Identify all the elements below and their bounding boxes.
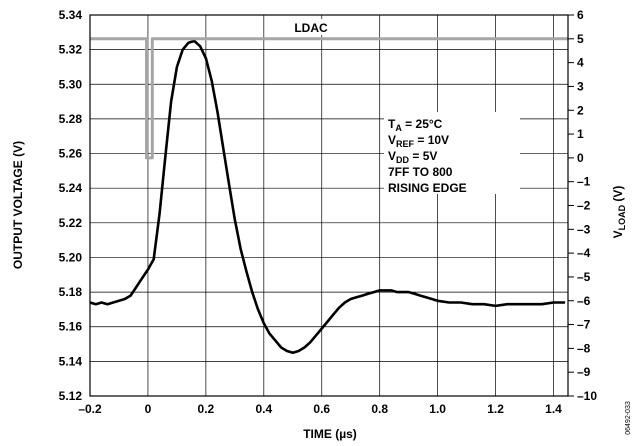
x-axis-label: TIME (µs): [303, 427, 357, 441]
x-tick-label: 0: [145, 402, 152, 416]
y-axis-right-label-main: V: [611, 230, 625, 238]
x-tick-label: 1.0: [429, 402, 446, 416]
condition-rest: = 10V: [414, 133, 449, 147]
condition-line: VREF = 10V: [388, 133, 449, 149]
y-left-tick-label: 5.26: [59, 147, 83, 161]
y-left-tick-label: 5.24: [59, 181, 83, 195]
condition-rest: = 25°C: [402, 117, 443, 131]
series-layer: [89, 37, 568, 355]
y-right-tick-label: –4: [577, 246, 591, 260]
condition-sub: A: [395, 123, 402, 133]
y-left-tick-label: 5.32: [59, 43, 83, 57]
y-right-tick-label: 4: [577, 56, 584, 70]
ticks-layer: –0.2 0 0.2 0.4 0.6 0.8 1.0 1.2 1.4 5.12 5.14 5.16 5.…: [59, 8, 598, 416]
y-right-tick-label: –5: [577, 270, 591, 284]
condition-sub: DD: [396, 155, 409, 165]
y-right-tick-label: 6: [577, 8, 584, 22]
y-left-tick-label: 5.34: [59, 8, 83, 22]
y-left-tick-label: 5.20: [59, 250, 83, 264]
ldac-label-group: LDAC: [287, 19, 335, 35]
y-axis-left-label: OUTPUT VOLTAGE (V): [11, 141, 25, 269]
x-tick-label: –0.2: [78, 402, 102, 416]
y-right-tick-label: –3: [577, 222, 591, 236]
y-left-tick-label: 5.30: [59, 77, 83, 91]
ldac-label: LDAC: [294, 21, 328, 35]
plot-frame: [89, 14, 569, 397]
y-left-tick-label: 5.22: [59, 216, 83, 230]
series-output-voltage: [89, 39, 566, 355]
y-axis-right-label: VLOAD (V): [611, 186, 627, 239]
x-tick-label: 1.2: [487, 402, 504, 416]
y-left-tick-label: 5.12: [59, 389, 83, 403]
y-left-tick-label: 5.14: [59, 354, 83, 368]
y-axis-right-label-sub: LOAD: [617, 204, 627, 230]
x-tick-label: 0.2: [198, 402, 215, 416]
x-tick-label: 1.4: [545, 402, 562, 416]
y-right-tick-label: 2: [577, 103, 584, 117]
y-right-tick-label: –8: [577, 341, 591, 355]
condition-main: T: [388, 117, 396, 131]
ldac-label-background: [287, 19, 335, 35]
y-right-tick-label: 1: [577, 127, 584, 141]
figure-id: 06492-033: [625, 401, 632, 435]
y-right-tick-label: 5: [577, 32, 584, 46]
condition-line: TA = 25°C: [388, 117, 443, 133]
condition-main: RISING EDGE: [388, 181, 467, 195]
y-left-tick-label: 5.18: [59, 285, 83, 299]
y-right-tick-label: –7: [577, 318, 591, 332]
series-ldac: [90, 37, 568, 160]
y-right-tick-label: 0: [577, 151, 584, 165]
x-tick-label: 0.4: [255, 402, 272, 416]
y-right-tick-label: –2: [577, 199, 591, 213]
y-right-tick-label: –9: [577, 365, 591, 379]
condition-sub: REF: [396, 139, 415, 149]
condition-main: V: [388, 133, 396, 147]
y-axis-right-label-suffix: (V): [611, 186, 625, 205]
condition-line: 7FF TO 800: [388, 165, 453, 179]
y-left-tick-label: 5.28: [59, 112, 83, 126]
y-right-tick-label: –1: [577, 175, 591, 189]
y-right-tick-label: 3: [577, 79, 584, 93]
x-tick-label: 0.6: [313, 402, 330, 416]
condition-rest: = 5V: [409, 149, 437, 163]
condition-line: VDD = 5V: [388, 149, 437, 165]
condition-line: RISING EDGE: [388, 181, 467, 195]
conditions-background: [384, 112, 520, 194]
condition-main: 7FF TO 800: [388, 165, 453, 179]
y-left-tick-label: 5.16: [59, 320, 83, 334]
x-tick-label: 0.8: [371, 402, 388, 416]
y-right-tick-label: –6: [577, 294, 591, 308]
grid: [89, 14, 568, 397]
y-right-tick-label: –10: [577, 389, 597, 403]
condition-main: V: [388, 149, 396, 163]
